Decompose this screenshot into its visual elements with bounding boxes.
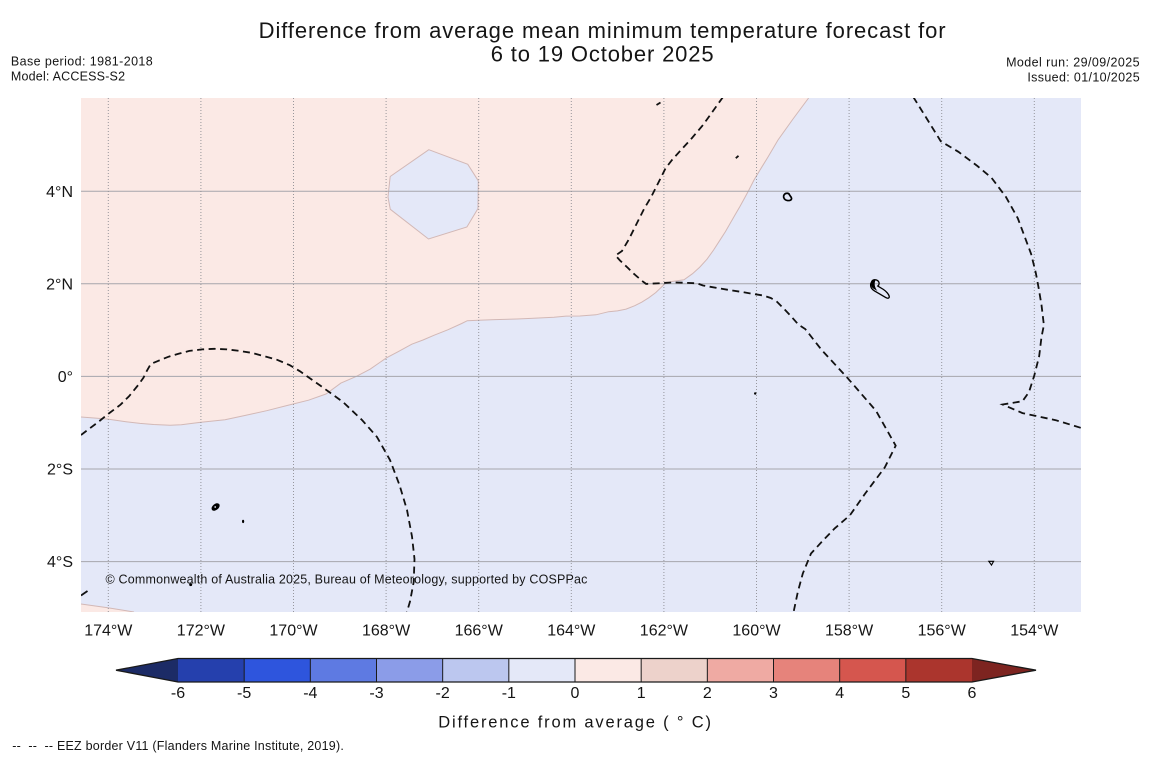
- svg-text:-2: -2: [436, 685, 450, 702]
- svg-text:Difference from average ( ° C): Difference from average ( ° C): [438, 714, 713, 732]
- svg-text:-5: -5: [237, 685, 251, 702]
- svg-text:5: 5: [901, 685, 910, 702]
- svg-text:0°: 0°: [58, 369, 73, 386]
- svg-text:4°N: 4°N: [46, 184, 73, 201]
- svg-text:4: 4: [835, 685, 844, 702]
- svg-text:164°W: 164°W: [547, 623, 596, 640]
- svg-text:-- -- -- EEZ border V11 (Fla: -- -- -- EEZ border V11 (Flanders Marine…: [12, 739, 344, 753]
- svg-text:3: 3: [769, 685, 778, 702]
- svg-text:172°W: 172°W: [177, 623, 226, 640]
- svg-text:2°S: 2°S: [47, 462, 73, 479]
- svg-text:4°S: 4°S: [47, 554, 73, 571]
- svg-text:168°W: 168°W: [362, 623, 411, 640]
- svg-text:Issued: 01/10/2025: Issued: 01/10/2025: [1027, 71, 1140, 85]
- svg-text:Model run: 29/09/2025: Model run: 29/09/2025: [1006, 56, 1140, 70]
- svg-text:-4: -4: [303, 685, 317, 702]
- svg-text:© Commonwealth of Australia 20: © Commonwealth of Australia 2025, Bureau…: [106, 573, 588, 587]
- svg-text:156°W: 156°W: [918, 623, 967, 640]
- svg-text:174°W: 174°W: [84, 623, 133, 640]
- svg-text:0: 0: [571, 685, 580, 702]
- svg-text:170°W: 170°W: [269, 623, 318, 640]
- svg-text:154°W: 154°W: [1010, 623, 1059, 640]
- svg-text:162°W: 162°W: [640, 623, 689, 640]
- svg-text:Difference from average mean m: Difference from average mean minimum tem…: [259, 18, 947, 43]
- svg-text:6: 6: [968, 685, 977, 702]
- svg-text:-3: -3: [369, 685, 383, 702]
- svg-text:160°W: 160°W: [732, 623, 781, 640]
- svg-text:Model: ACCESS-S2: Model: ACCESS-S2: [11, 69, 125, 83]
- svg-text:2°N: 2°N: [46, 276, 73, 293]
- svg-text:-1: -1: [502, 685, 516, 702]
- svg-text:1: 1: [637, 685, 646, 702]
- svg-text:-6: -6: [171, 685, 185, 702]
- svg-text:158°W: 158°W: [825, 623, 874, 640]
- svg-text:2: 2: [703, 685, 712, 702]
- svg-text:166°W: 166°W: [455, 623, 504, 640]
- svg-text:Base period: 1981-2018: Base period: 1981-2018: [11, 54, 153, 68]
- svg-text:6 to 19 October 2025: 6 to 19 October 2025: [491, 41, 715, 66]
